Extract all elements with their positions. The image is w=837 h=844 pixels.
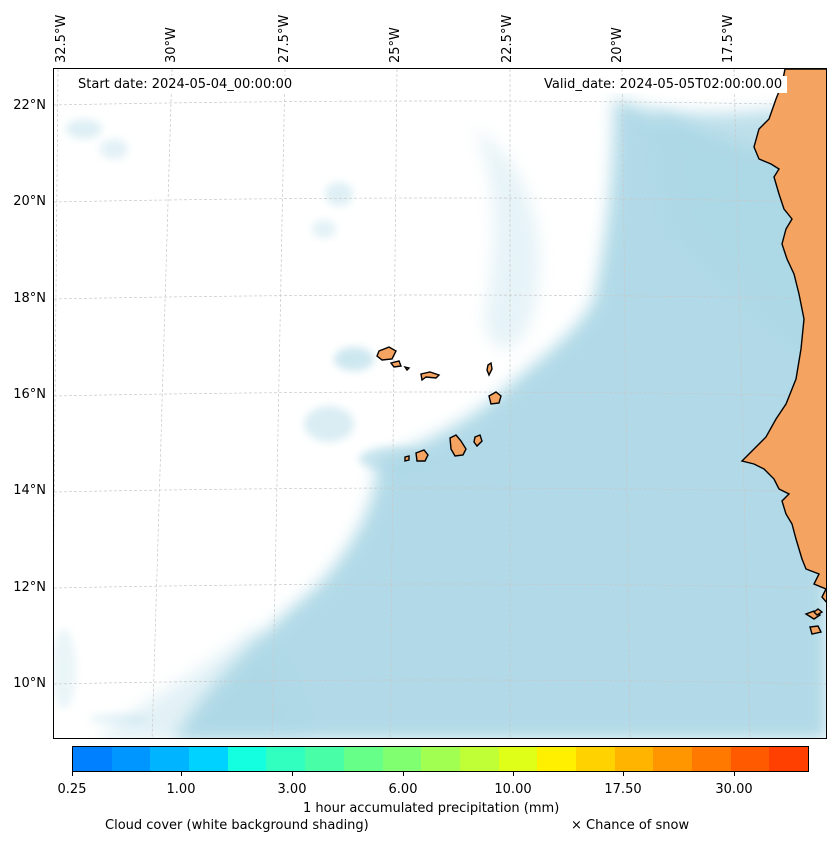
meridian-30w: [151, 69, 173, 738]
island-santa-luzia: [403, 365, 411, 372]
lat-label: 14°N: [13, 483, 46, 498]
colorbar-cell: [459, 747, 499, 771]
parallel-22n: [54, 100, 826, 106]
colorbar-tick: [72, 772, 73, 776]
colorbar-cell: [614, 747, 654, 771]
parallel-12n: [54, 583, 826, 589]
colorbar-cell: [305, 747, 344, 771]
island-bijagos-3: [812, 608, 824, 616]
cloud-cover-layer: [54, 99, 826, 738]
meridian-25w: [389, 69, 398, 738]
colorbar-tick-label: 0.25: [57, 782, 87, 797]
land-layer: [376, 69, 826, 635]
meridian-20w: [621, 69, 631, 738]
colorbar-cell: [730, 747, 770, 771]
colorbar-cell: [653, 747, 692, 771]
map-canvas: [54, 69, 826, 738]
cloud-patch-islands: [359, 447, 429, 471]
lon-label: 22.5°W: [500, 14, 515, 63]
cloud-cover-caption: Cloud cover (white background shading): [105, 818, 369, 833]
island-sao-nicolau: [420, 371, 441, 382]
colorbar-tick: [734, 772, 735, 776]
colorbar-tick-label: 10.00: [494, 782, 532, 797]
lon-label: 27.5°W: [277, 14, 292, 63]
colorbar-cell: [150, 747, 190, 771]
graticule: [54, 69, 826, 738]
lat-label: 10°N: [13, 676, 46, 691]
cloud-arc-north: [474, 129, 540, 349]
colorbar-tick-label: 6.00: [388, 782, 418, 797]
valid-date-label: Valid_date: 2024-05-05T02:00:00.00: [539, 76, 788, 93]
island-santiago: [449, 434, 467, 457]
lat-label: 22°N: [13, 98, 46, 113]
lat-label: 18°N: [13, 291, 46, 306]
precipitation-colorbar: [72, 746, 809, 772]
meridian-27-5w: [271, 69, 286, 738]
lat-label: 12°N: [13, 580, 46, 595]
lon-label: 17.5°W: [721, 14, 736, 63]
colorbar-cell: [266, 747, 306, 771]
cloud-patch-islands: [334, 347, 374, 371]
cloud-patch-nw: [325, 182, 353, 206]
island-brava: [404, 455, 410, 462]
island-sao-vicente: [389, 360, 402, 368]
colorbar-tick: [403, 772, 404, 776]
meridian-17-5w: [733, 69, 751, 738]
island-fogo: [415, 449, 429, 462]
colorbar-cell: [537, 747, 576, 771]
parallel-18n: [54, 294, 826, 300]
parallel-20n: [54, 197, 826, 203]
cloud-patch-nw: [66, 119, 102, 139]
lon-label: 20°W: [610, 27, 625, 63]
island-santo-antao: [376, 346, 397, 361]
lon-label: 25°W: [388, 27, 403, 63]
colorbar-tick: [181, 772, 182, 776]
colorbar-cell: [421, 747, 460, 771]
cloud-band-south: [96, 629, 314, 738]
island-bijagos-2: [809, 625, 823, 635]
colorbar-tick: [292, 772, 293, 776]
cloud-patch-w: [89, 713, 149, 725]
meridian-32-5w: [54, 69, 59, 556]
parallel-16n: [54, 391, 826, 397]
african-mainland: [740, 69, 826, 603]
colorbar-tick-label: 17.50: [604, 782, 642, 797]
island-sal: [486, 361, 493, 377]
colorbar-tick: [623, 772, 624, 776]
cloud-patch-nw: [100, 139, 128, 159]
parallel-14n: [54, 487, 826, 493]
lon-label: 30°W: [164, 27, 179, 63]
map-panel: [53, 68, 827, 739]
cloud-mass-main: [175, 99, 826, 738]
colorbar-cell: [692, 747, 731, 771]
lat-label: 16°N: [13, 387, 46, 402]
colorbar-cell: [575, 747, 615, 771]
colorbar-cell: [227, 747, 267, 771]
colorbar-cell: [189, 747, 228, 771]
parallel-10n: [54, 679, 826, 685]
cloud-patch-west: [304, 406, 354, 442]
lon-label: 32.5°W: [54, 14, 69, 63]
cloud-patch-w: [54, 629, 76, 709]
colorbar-tick: [513, 772, 514, 776]
cloud-patch-nw: [312, 220, 336, 238]
island-boa-vista: [488, 391, 502, 405]
snow-caption: × Chance of snow: [571, 818, 690, 833]
colorbar-cell: [343, 747, 383, 771]
colorbar-label: 1 hour accumulated precipitation (mm): [303, 801, 560, 816]
colorbar-cell: [382, 747, 422, 771]
island-maio: [473, 434, 483, 448]
colorbar-cell: [769, 747, 809, 771]
colorbar-cell: [498, 747, 538, 771]
colorbar-tick-label: 30.00: [715, 782, 753, 797]
colorbar-cell: [73, 747, 112, 771]
start-date-label: Start date: 2024-05-04_00:00:00: [73, 76, 298, 93]
colorbar-tick-label: 3.00: [277, 782, 307, 797]
colorbar-tick-label: 1.00: [166, 782, 196, 797]
colorbar-cell: [111, 747, 151, 771]
lat-label: 20°N: [13, 194, 46, 209]
